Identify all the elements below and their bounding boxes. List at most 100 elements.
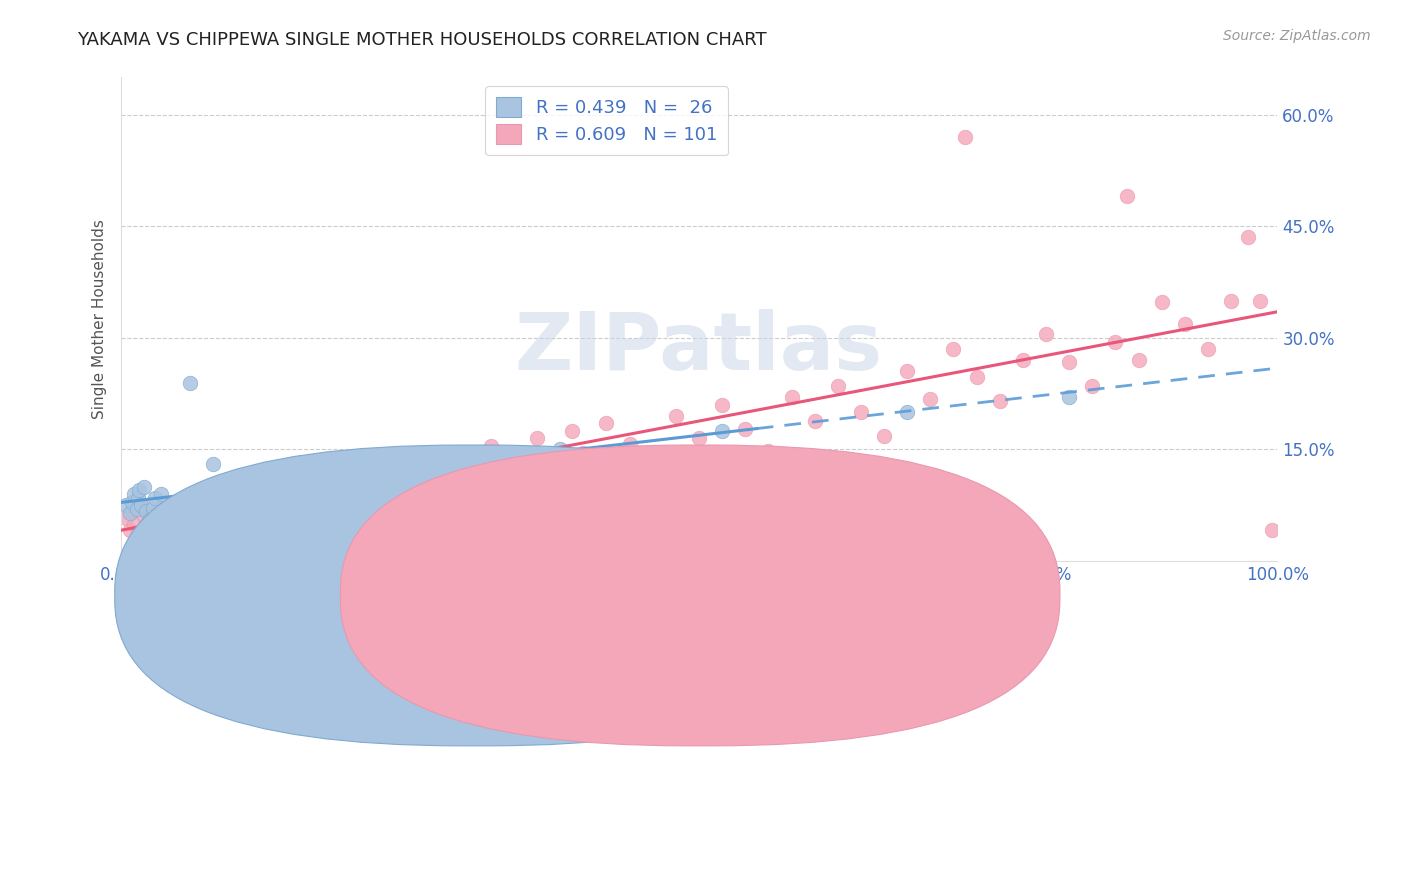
Point xyxy=(920,392,942,406)
Point xyxy=(849,405,872,419)
Point xyxy=(167,503,190,517)
Point xyxy=(318,465,340,479)
Point xyxy=(756,444,779,458)
Point xyxy=(803,414,825,428)
Point xyxy=(340,489,363,503)
Point xyxy=(561,424,583,438)
Point xyxy=(131,498,153,512)
Point xyxy=(231,496,253,510)
Point xyxy=(1116,189,1139,203)
Point xyxy=(1104,334,1126,349)
Point xyxy=(118,506,141,520)
Point xyxy=(457,467,479,481)
Point xyxy=(135,503,157,517)
Point xyxy=(641,458,664,473)
Point xyxy=(353,461,375,475)
Point xyxy=(283,472,305,486)
Point xyxy=(179,376,201,390)
Point xyxy=(711,424,734,438)
Point xyxy=(150,487,173,501)
Point xyxy=(242,485,264,500)
Point xyxy=(118,523,141,537)
Point xyxy=(873,429,896,443)
Point xyxy=(896,364,918,378)
Point xyxy=(125,502,148,516)
Point xyxy=(142,500,165,515)
Point xyxy=(277,472,299,486)
Point xyxy=(260,483,283,498)
Point xyxy=(323,483,346,498)
Text: YAKAMA VS CHIPPEWA SINGLE MOTHER HOUSEHOLDS CORRELATION CHART: YAKAMA VS CHIPPEWA SINGLE MOTHER HOUSEHO… xyxy=(77,31,766,49)
FancyBboxPatch shape xyxy=(115,445,834,746)
Point xyxy=(156,528,179,542)
Point xyxy=(162,506,184,520)
Point xyxy=(896,405,918,419)
Point xyxy=(195,516,218,531)
Point xyxy=(340,475,363,490)
Point xyxy=(966,369,988,384)
Point xyxy=(162,500,184,515)
Point xyxy=(375,493,398,508)
Point xyxy=(988,394,1011,409)
Point xyxy=(433,487,456,501)
Point xyxy=(124,516,146,531)
Point xyxy=(190,508,212,522)
Point xyxy=(184,523,207,537)
Point xyxy=(143,513,166,527)
Point xyxy=(1128,353,1150,368)
Point xyxy=(942,342,965,356)
Point xyxy=(143,491,166,505)
Point xyxy=(537,451,560,466)
Point xyxy=(411,453,433,467)
Point xyxy=(153,518,176,533)
FancyBboxPatch shape xyxy=(340,445,1060,746)
Point xyxy=(288,503,311,517)
Point xyxy=(173,518,195,533)
Point xyxy=(572,446,595,460)
Point xyxy=(1012,353,1035,368)
Point xyxy=(202,509,225,524)
Point xyxy=(734,422,756,436)
Text: ZIPatlas: ZIPatlas xyxy=(515,310,883,387)
Point xyxy=(179,513,201,527)
Point xyxy=(780,391,803,405)
Point xyxy=(127,525,149,540)
Point xyxy=(502,475,524,490)
Point xyxy=(398,483,420,498)
Point xyxy=(138,528,160,542)
Y-axis label: Single Mother Households: Single Mother Households xyxy=(93,219,107,419)
Point xyxy=(548,468,571,483)
Point xyxy=(1237,230,1260,244)
Point xyxy=(329,496,352,510)
Point xyxy=(479,439,502,453)
Point xyxy=(132,509,155,524)
Point xyxy=(115,498,138,512)
Point xyxy=(1260,523,1282,537)
Point xyxy=(1081,379,1104,393)
Point xyxy=(202,458,225,472)
Point xyxy=(157,524,180,539)
Point xyxy=(1249,293,1271,308)
Point xyxy=(115,511,138,525)
Point xyxy=(1197,342,1219,356)
Point xyxy=(208,502,231,516)
Point xyxy=(1150,295,1173,310)
Point xyxy=(422,474,444,488)
Point xyxy=(387,468,409,483)
Point xyxy=(142,508,165,522)
Point xyxy=(548,442,571,457)
Point xyxy=(127,491,149,505)
Legend: R = 0.439   N =  26, R = 0.609   N = 101: R = 0.439 N = 26, R = 0.609 N = 101 xyxy=(485,87,728,155)
Text: Yakama: Yakama xyxy=(496,584,561,602)
Point xyxy=(595,417,617,431)
Point xyxy=(146,508,169,522)
Point xyxy=(188,498,211,512)
Point xyxy=(283,494,305,508)
Point xyxy=(1174,318,1197,332)
Point xyxy=(135,518,157,533)
Point xyxy=(688,431,710,445)
Point xyxy=(128,483,150,498)
Point xyxy=(150,521,173,535)
Point xyxy=(200,491,222,505)
Text: Source: ZipAtlas.com: Source: ZipAtlas.com xyxy=(1223,29,1371,43)
